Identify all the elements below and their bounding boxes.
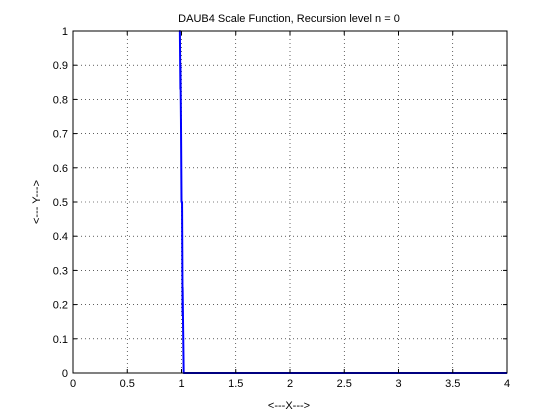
y-tick-labels: 0 0.1 0.2 0.3 0.4 0.5 0.6 0.7 0.8 0.9 1: [53, 26, 68, 380]
y-tick-label: 0.7: [53, 129, 68, 141]
x-tick-label: 4: [504, 378, 510, 390]
y-tick-label: 0.3: [53, 265, 68, 277]
x-tick-label: 0: [70, 378, 76, 390]
x-tick-labels: 0 0.5 1 1.5 2 2.5 3 3.5 4: [70, 378, 510, 390]
x-tick-label: 2.5: [337, 378, 352, 390]
y-tick-label: 0.2: [53, 300, 68, 312]
x-axis-label: <---X--->: [268, 400, 310, 412]
chart-title: DAUB4 Scale Function, Recursion level n …: [178, 13, 400, 25]
y-tick-label: 0.1: [53, 334, 68, 346]
x-tick-label: 0.5: [120, 378, 135, 390]
y-tick-label: 0.5: [53, 197, 68, 209]
y-tick-label: 0.4: [53, 231, 68, 243]
series-line: [178, 30, 507, 374]
y-tick-label: 0: [62, 368, 68, 380]
x-tick-label: 1: [178, 378, 184, 390]
tick-marks: [72, 30, 508, 374]
x-tick-label: 1.5: [228, 378, 243, 390]
y-tick-label: 0.8: [53, 94, 68, 106]
x-tick-label: 3.5: [445, 378, 460, 390]
x-tick-label: 2: [287, 378, 293, 390]
y-axis-label: <--- Y--->: [31, 180, 43, 224]
grid-lines: [73, 31, 507, 373]
series-layer: [178, 30, 507, 374]
x-tick-label: 3: [395, 378, 401, 390]
y-tick-label: 0.9: [53, 60, 68, 72]
y-tick-label: 1: [62, 26, 68, 38]
y-tick-label: 0.6: [53, 163, 68, 175]
